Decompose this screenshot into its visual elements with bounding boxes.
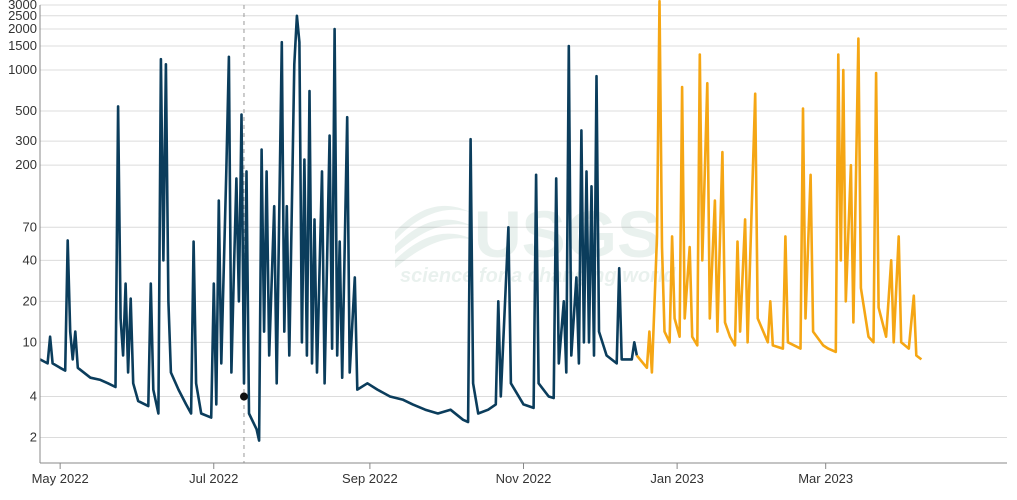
series-line-2 (635, 0, 923, 374)
x-tick-label: Jul 2022 (189, 471, 238, 486)
y-tick-label: 20 (23, 293, 37, 308)
x-ticks (59, 463, 827, 469)
series-line-1 (39, 14, 639, 442)
y-tick-label: 40 (23, 252, 37, 267)
y-gridlines (40, 4, 1007, 439)
selected-point-marker[interactable] (239, 392, 248, 401)
x-tick-label: Nov 2022 (496, 471, 552, 486)
y-tick-label: 2500 (8, 8, 37, 23)
y-tick-label: 70 (23, 219, 37, 234)
y-tick-label: 2000 (8, 21, 37, 36)
y-tick-label: 1500 (8, 38, 37, 53)
y-tick-label: 500 (15, 103, 37, 118)
y-tick-label: 300 (15, 133, 37, 148)
usgs-wave-logo-icon (395, 205, 474, 268)
x-tick-label: Jan 2023 (650, 471, 704, 486)
x-tick-label: May 2022 (32, 471, 89, 486)
series-layer (39, 0, 923, 442)
y-tick-label: 10 (23, 334, 37, 349)
x-tick-label: Mar 2023 (798, 471, 853, 486)
y-tick-label: 200 (15, 157, 37, 172)
x-tick-labels: May 2022 Jul 2022 Sep 2022 Nov 2022 Jan 2023… (32, 471, 854, 486)
y-tick-label: 2 (30, 430, 37, 445)
x-tick-label: Sep 2022 (342, 471, 398, 486)
y-tick-label: 4 (30, 389, 37, 404)
y-tick-label: 3000 (8, 0, 37, 12)
y-tick-label: 1000 (8, 62, 37, 77)
